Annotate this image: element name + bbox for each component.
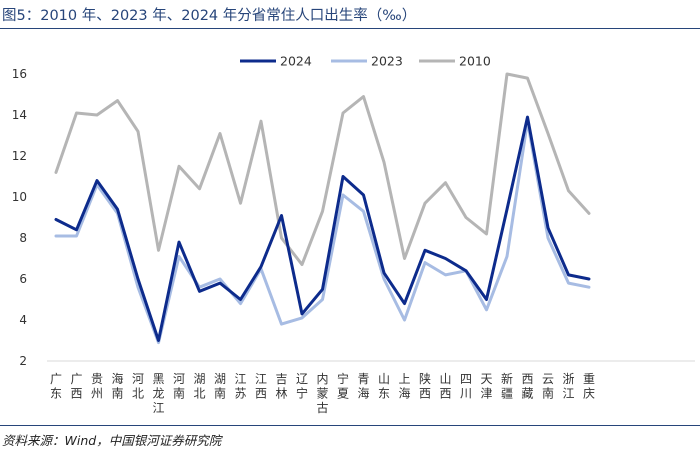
series-line-2010 xyxy=(54,72,591,267)
x-tick-label: 林 xyxy=(275,387,287,401)
x-axis: 广东广西贵州海南河北黑龙江河南湖北湖南江苏江西吉林辽宁内蒙古宁夏青海山东上海陕西… xyxy=(47,360,695,415)
x-tick-label: 天 xyxy=(480,372,492,386)
x-tick-label: 古 xyxy=(316,400,328,415)
y-tick-label: 8 xyxy=(19,231,27,245)
x-tick-label: 南 xyxy=(173,386,185,401)
x-tick-label: 宁 xyxy=(296,386,308,401)
x-tick-label: 北 xyxy=(132,387,144,401)
series-line-2023 xyxy=(54,119,591,345)
y-tick-label: 6 xyxy=(19,272,27,286)
x-tick-label: 疆 xyxy=(501,387,513,401)
x-tick-label: 西 xyxy=(439,387,451,401)
x-tick-label: 四 xyxy=(460,372,472,386)
x-tick-label: 河 xyxy=(132,372,144,386)
bottom-rule xyxy=(0,425,700,426)
x-tick-label: 州 xyxy=(91,387,103,401)
x-tick-label: 辽 xyxy=(296,372,308,386)
x-tick-label: 西 xyxy=(419,387,431,401)
chart-title: 图5：2010 年、2023 年、2024 年分省常住人口出生率（‰） xyxy=(2,8,417,24)
x-tick-label: 南 xyxy=(111,386,123,401)
x-tick-label: 庆 xyxy=(583,387,595,401)
x-tick-label: 东 xyxy=(50,387,62,401)
y-tick-label: 10 xyxy=(12,190,27,204)
x-tick-label: 新 xyxy=(501,371,513,386)
x-tick-label: 北 xyxy=(193,387,205,401)
x-tick-label: 重 xyxy=(583,372,595,386)
y-tick-label: 2 xyxy=(19,354,27,368)
y-tick-label: 14 xyxy=(12,108,27,122)
x-tick-label: 南 xyxy=(542,386,554,401)
x-tick-label: 广 xyxy=(50,372,62,386)
legend: 2024 2023 2010 xyxy=(240,54,491,69)
x-tick-label: 上 xyxy=(398,372,410,386)
legend-label-2024: 2024 xyxy=(280,54,312,69)
x-tick-label: 江 xyxy=(562,387,574,401)
x-tick-label: 河 xyxy=(173,372,185,386)
series-lines xyxy=(54,72,591,345)
series-line-2024 xyxy=(54,115,591,342)
x-tick-label: 江 xyxy=(152,401,164,415)
x-tick-label: 海 xyxy=(398,386,410,401)
y-axis: 2 4 6 8 10 12 14 16 xyxy=(12,67,27,368)
x-tick-label: 西 xyxy=(70,387,82,401)
x-tick-label: 西 xyxy=(521,372,533,386)
x-tick-label: 山 xyxy=(378,372,390,386)
x-tick-label: 黑 xyxy=(152,372,164,386)
y-tick-label: 12 xyxy=(12,149,27,163)
x-tick-label: 江 xyxy=(234,372,246,386)
x-tick-label: 吉 xyxy=(275,372,287,386)
x-tick-label: 龙 xyxy=(152,387,164,401)
x-tick-label: 西 xyxy=(255,387,267,401)
x-tick-label: 藏 xyxy=(521,387,533,401)
x-tick-label: 海 xyxy=(357,386,369,401)
x-tick-label: 浙 xyxy=(562,372,574,386)
x-tick-label: 东 xyxy=(378,387,390,401)
x-tick-label: 夏 xyxy=(337,387,349,401)
x-tick-label: 湖 xyxy=(193,371,205,386)
x-tick-label: 蒙 xyxy=(316,387,328,401)
x-tick-label: 云 xyxy=(542,372,554,386)
legend-label-2010: 2010 xyxy=(459,54,491,69)
y-tick-label: 4 xyxy=(19,313,27,327)
x-tick-label: 青 xyxy=(357,372,369,386)
x-tick-label: 陕 xyxy=(419,371,431,386)
x-tick-label: 川 xyxy=(460,387,472,401)
title-rule xyxy=(0,28,700,29)
x-tick-label: 津 xyxy=(480,387,492,401)
x-tick-label: 宁 xyxy=(337,371,349,386)
x-tick-label: 苏 xyxy=(234,387,246,401)
x-tick-label: 湖 xyxy=(214,371,226,386)
x-tick-label: 海 xyxy=(111,371,123,386)
x-tick-label: 山 xyxy=(439,372,451,386)
x-tick-label: 内 xyxy=(316,372,328,386)
legend-label-2023: 2023 xyxy=(371,54,403,69)
x-tick-label: 江 xyxy=(255,372,267,386)
source-note: 资料来源：Wind，中国银河证券研究院 xyxy=(2,433,222,448)
x-tick-label: 广 xyxy=(70,372,82,386)
x-tick-label: 南 xyxy=(214,386,226,401)
x-tick-label: 贵 xyxy=(91,372,103,386)
y-tick-label: 16 xyxy=(12,67,27,81)
